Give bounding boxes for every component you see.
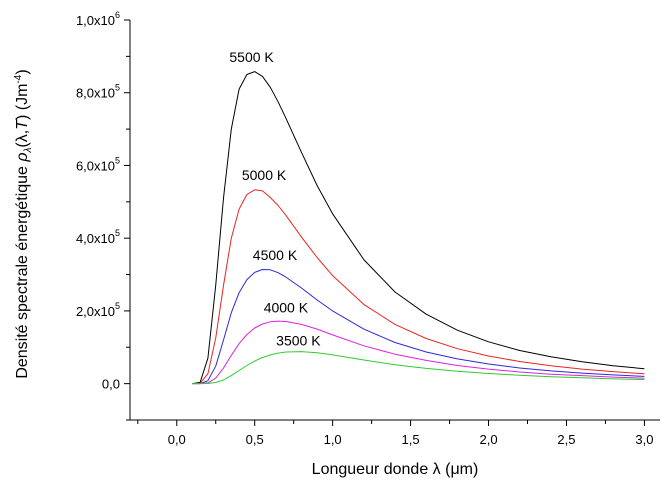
x-tick-label: 0,5	[246, 432, 264, 447]
y-tick-label: 8,0x105	[76, 83, 120, 101]
y-axis-title-rho: ρ	[14, 152, 31, 162]
y-axis-title-T: T	[14, 119, 31, 130]
x-tick-label: 2,0	[479, 432, 497, 447]
series-lines	[192, 71, 645, 385]
y-tick-label: 0,0	[102, 377, 120, 392]
y-tick-label: 4,0x105	[76, 228, 120, 246]
series-line-4500k	[192, 269, 645, 385]
x-axis-ticks: 0,0 0,5 1,0 1,5 2,0 2,5 3,0	[137, 420, 653, 447]
curve-label: 5000 K	[242, 167, 287, 183]
y-axis-title-unit-sup: -4	[13, 74, 24, 83]
x-tick-label: 1,0	[324, 432, 342, 447]
series-line-5500k	[192, 71, 645, 385]
plot-area	[129, 20, 660, 421]
curve-labels: 5500 K 5000 K 4500 K 4000 K 3500 K	[229, 49, 321, 349]
y-tick-label: 2,0x105	[76, 301, 120, 319]
y-tick-label: 1,0x106	[76, 10, 120, 28]
x-tick-label: 1,5	[402, 432, 420, 447]
x-tick-label: 0,0	[168, 432, 186, 447]
curve-label: 5500 K	[229, 49, 274, 65]
x-tick-label: 3,0	[635, 432, 653, 447]
y-tick-label: 6,0x105	[76, 155, 120, 173]
series-line-3500k	[192, 351, 645, 385]
series-line-5000k	[192, 189, 645, 385]
y-axis-title: Densité spectrale énergétique ρλ(λ,T) (J…	[13, 69, 34, 378]
curve-label: 4000 K	[264, 300, 309, 316]
y-axis-ticks: 0,0 2,0x105 4,0x105 6,0x105 8,0x105 1,0x106	[76, 10, 130, 421]
curve-label: 3500 K	[276, 332, 321, 348]
y-axis-title-close: )	[14, 115, 31, 120]
y-axis-title-rho-sub: λ	[23, 147, 34, 153]
series-line-4000k	[192, 320, 645, 385]
y-axis-title-args: (λ,	[14, 130, 31, 148]
curve-label: 4500 K	[253, 247, 298, 263]
y-axis-title-main: Densité spectrale énergétique	[14, 162, 31, 379]
y-axis-title-unit-close: )	[14, 69, 31, 74]
y-axis-title-unit: (Jm	[14, 84, 31, 115]
x-tick-label: 2,5	[557, 432, 575, 447]
x-axis-title: Longueur donde λ (μm)	[312, 461, 479, 478]
